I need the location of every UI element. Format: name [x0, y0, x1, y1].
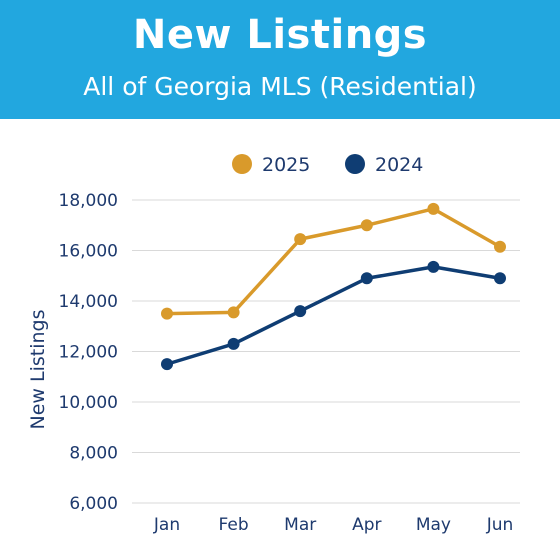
- y-tick-label: 14,000: [59, 292, 118, 312]
- x-tick-label: May: [416, 515, 451, 535]
- y-tick-label: 6,000: [69, 494, 118, 514]
- y-tick-label: 18,000: [59, 191, 118, 211]
- legend-marker-2025: [232, 154, 252, 174]
- y-tick-label: 16,000: [59, 242, 118, 262]
- series-line-2025: [165, 207, 502, 316]
- y-tick-label: 12,000: [59, 343, 118, 363]
- data-point-2024: [427, 260, 440, 273]
- data-point-2025: [227, 306, 240, 319]
- legend-marker-2024: [345, 154, 365, 174]
- y-tick-label: 8,000: [69, 444, 118, 464]
- series-line-2024: [165, 265, 502, 366]
- data-point-2024: [227, 337, 240, 350]
- x-tick-label: Jan: [153, 515, 180, 535]
- chart-subtitle: All of Georgia MLS (Residential): [83, 72, 477, 101]
- header-banner: New Listings All of Georgia MLS (Residen…: [0, 0, 560, 119]
- data-point-2025: [360, 219, 373, 232]
- x-tick-label: Apr: [352, 515, 381, 535]
- data-point-2025: [294, 233, 307, 246]
- data-point-2025: [427, 202, 440, 215]
- data-point-2025: [161, 307, 173, 320]
- x-tick-label: Mar: [284, 515, 316, 535]
- legend-label-2025: 2025: [262, 154, 310, 176]
- data-point-2024: [161, 358, 173, 371]
- y-tick-label: 10,000: [59, 393, 118, 413]
- chart-title: New Listings: [132, 12, 428, 58]
- data-point-2025: [494, 240, 506, 253]
- data-point-2024: [494, 272, 506, 285]
- x-tick-label: Feb: [219, 515, 249, 535]
- x-tick-label: Jun: [486, 515, 514, 535]
- data-point-2024: [360, 272, 373, 285]
- legend-label-2024: 2024: [375, 154, 423, 176]
- data-point-2024: [294, 305, 307, 318]
- y-axis-title: New Listings: [27, 310, 49, 430]
